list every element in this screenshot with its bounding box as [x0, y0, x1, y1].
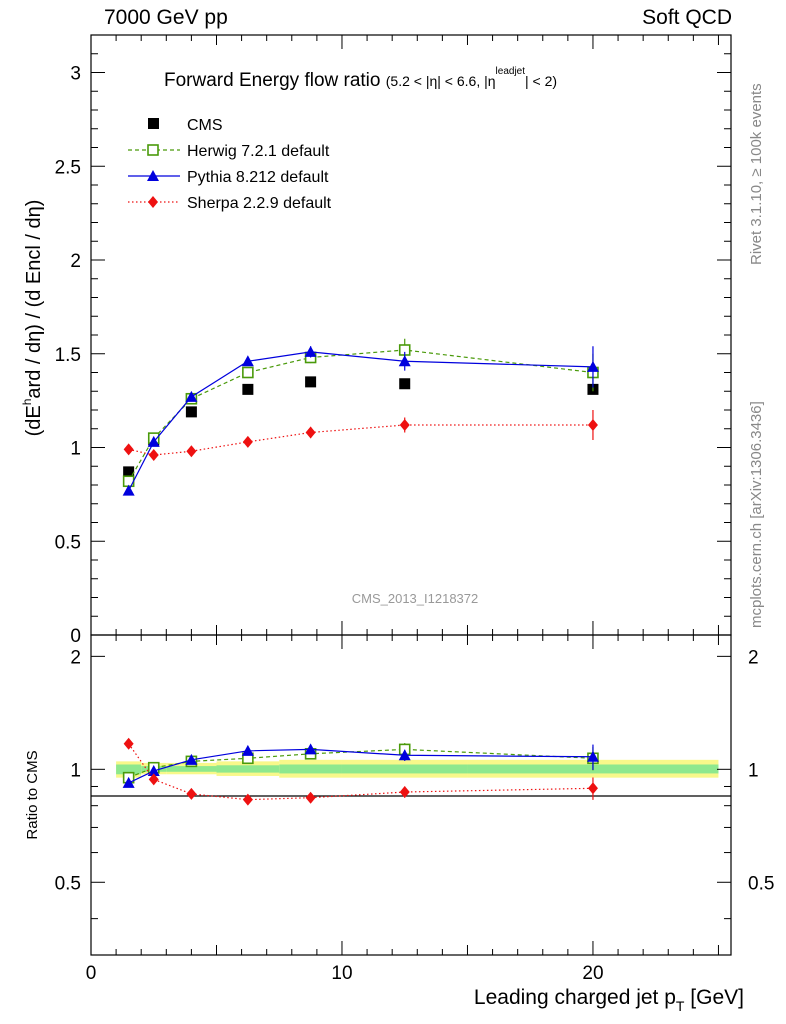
- sherpa-point: [186, 445, 197, 458]
- mcplots-reference-label: mcplots.cern.ch [arXiv:1306.3436]: [748, 401, 765, 628]
- main-series: [122, 338, 599, 496]
- cms-data-point: [242, 383, 254, 395]
- cms-data-point: [399, 378, 411, 390]
- uncertainty-bands: [116, 759, 719, 778]
- pythia-point: [122, 484, 135, 496]
- band-inner-2: [166, 766, 217, 772]
- x-tick-label: 20: [582, 963, 603, 984]
- band-inner-5: [341, 764, 468, 774]
- ratio-series: [122, 737, 599, 806]
- y-tick-label: 1: [70, 439, 81, 460]
- legend-label-herwig: Herwig 7.2.1 default: [187, 143, 330, 160]
- header-energy-label: 7000 GeV pp: [104, 6, 228, 29]
- sherpa-ratio-point: [587, 782, 598, 795]
- sherpa-ratio-point: [242, 793, 253, 806]
- y-tick-label: 2: [70, 251, 81, 272]
- legend-marker-pythia: [147, 170, 159, 181]
- legend: CMS Herwig 7.2.1 default Pythia 8.212 de…: [128, 117, 332, 212]
- sherpa-point: [587, 419, 598, 431]
- sherpa-point: [305, 426, 316, 439]
- ratio-y-axis-label: Ratio to CMS: [24, 750, 41, 839]
- band-inner-4: [279, 764, 342, 774]
- pythia-point: [147, 435, 160, 447]
- pythia-ratio-point: [147, 764, 160, 776]
- pythia-point: [304, 345, 317, 357]
- pythia-line: [128, 351, 593, 491]
- ratio-y-tick-label-left: 2: [70, 647, 81, 668]
- sherpa-line: [128, 424, 593, 456]
- band-inner-0: [116, 764, 142, 775]
- axis-ticks: [90, 34, 731, 955]
- pythia-point: [241, 355, 254, 367]
- y-tick-label: 2.5: [55, 157, 81, 178]
- chart-title: Forward Energy flow ratio (5.2 < |η| < 6…: [164, 66, 557, 91]
- axis-tick-labels: 0 10 20 0 0.5 1 1.5 2 2.5 3 0.5 0.5 1 1 2 2: [55, 64, 775, 985]
- legend-label-sherpa: Sherpa 2.2.9 default: [187, 195, 332, 212]
- sherpa-point: [148, 449, 159, 461]
- ratio-plot-frame: [90, 634, 732, 956]
- x-axis-label: Leading charged jet pT [GeV]: [474, 986, 744, 1014]
- ratio-y-tick-label-left: 1: [70, 760, 81, 781]
- pythia-ratio-point: [241, 744, 254, 756]
- cms-data-point: [185, 406, 197, 418]
- pythia-ratio-point: [304, 743, 317, 755]
- y-tick-label: 0: [70, 626, 81, 647]
- y-tick-label: 3: [70, 64, 81, 85]
- legend-marker-cms: [148, 118, 159, 129]
- sherpa-ratio-point: [123, 737, 134, 750]
- sherpa-point: [123, 443, 134, 456]
- herwig-point: [242, 366, 254, 379]
- pythia-point: [586, 360, 599, 372]
- sherpa-ratio-point: [186, 787, 197, 800]
- herwig-line: [128, 349, 594, 482]
- pythia-ratio-point: [586, 750, 599, 762]
- legend-marker-sherpa: [148, 196, 158, 208]
- sherpa-ratio-point: [148, 773, 159, 786]
- pythia-ratio-point: [122, 776, 135, 788]
- y-tick-label: 1.5: [55, 345, 81, 366]
- sherpa-ratio-point: [305, 791, 316, 804]
- cms-data-point: [305, 376, 317, 388]
- pythia-point: [398, 355, 411, 367]
- x-tick-label: 0: [86, 963, 97, 984]
- x-tick-label: 10: [331, 963, 352, 984]
- pythia-point: [185, 390, 198, 402]
- legend-label-pythia: Pythia 8.212 default: [187, 169, 329, 186]
- sherpa-point: [242, 435, 253, 448]
- pythia-ratio-point: [398, 749, 411, 761]
- y-tick-label: 0.5: [55, 532, 81, 553]
- sherpa-point: [399, 419, 410, 431]
- cms-data-point: [123, 466, 135, 478]
- analysis-label: CMS_2013_I1218372: [352, 591, 479, 606]
- legend-marker-herwig: [147, 144, 159, 156]
- pythia-ratio-point: [185, 753, 198, 765]
- band-inner-3: [216, 765, 280, 773]
- ratio-y-tick-label-left: 0.5: [55, 873, 81, 894]
- ratio-y-tick-label-right: 1: [748, 760, 759, 781]
- rivet-version-label: Rivet 3.1.10, ≥ 100k events: [748, 83, 765, 265]
- legend-label-cms: CMS: [187, 117, 223, 134]
- ratio-y-tick-label-right: 2: [748, 647, 759, 668]
- y-axis-label: (dEhard / dη) / (d Encl / dη): [20, 200, 45, 437]
- sherpa-ratio-point: [399, 786, 410, 799]
- header-category-label: Soft QCD: [642, 6, 732, 29]
- ratio-y-tick-label-right: 0.5: [748, 873, 774, 894]
